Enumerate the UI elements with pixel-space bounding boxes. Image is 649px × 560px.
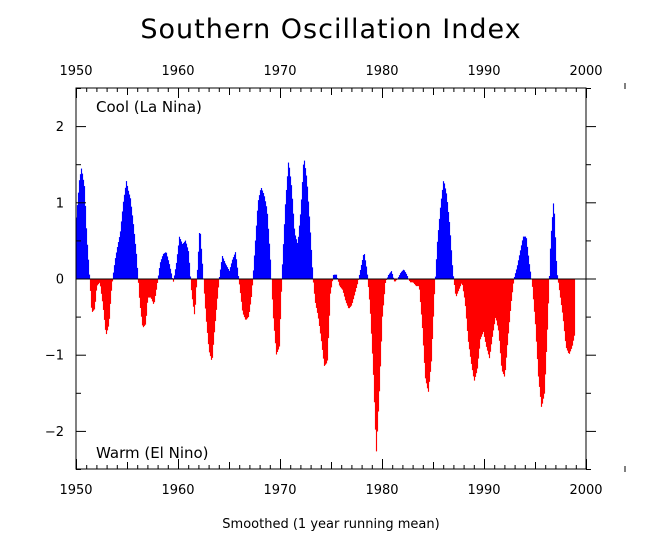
y-tick-label: −2 (45, 425, 64, 440)
annotation-warm: Warm (El Nino) (96, 444, 209, 462)
x-tick-label-top: 1980 (365, 64, 398, 79)
y-axis: 2 1 0 −1 −2 (45, 83, 626, 472)
x-tick-label-bottom: 1980 (365, 483, 398, 498)
x-tick-label-bottom: 1950 (59, 483, 92, 498)
data-fill (75, 160, 576, 452)
x-tick-label-top: 1950 (59, 64, 92, 79)
x-tick-label-bottom: 1960 (161, 483, 194, 498)
chart-title: Southern Oscillation Index (140, 14, 521, 45)
y-tick-label: −1 (45, 349, 64, 364)
x-tick-label-bottom: 1970 (263, 483, 296, 498)
x-axis-title: Smoothed (1 year running mean) (222, 517, 439, 532)
x-tick-label-top: 1960 (161, 64, 194, 79)
x-tick-label-bottom: 2000 (569, 483, 602, 498)
x-tick-label-top: 1970 (263, 64, 296, 79)
x-tick-label-bottom: 1990 (467, 483, 500, 498)
y-tick-label: 1 (56, 196, 64, 211)
x-axis: 1950 1950 1960 1960 1970 1970 1980 1980 1990 1990… (59, 64, 602, 498)
x-tick-label-top: 1990 (467, 64, 500, 79)
y-tick-label: 0 (56, 273, 64, 288)
annotation-cool: Cool (La Nina) (96, 98, 202, 116)
x-tick-label-top: 2000 (569, 64, 602, 79)
y-tick-label: 2 (56, 120, 64, 135)
